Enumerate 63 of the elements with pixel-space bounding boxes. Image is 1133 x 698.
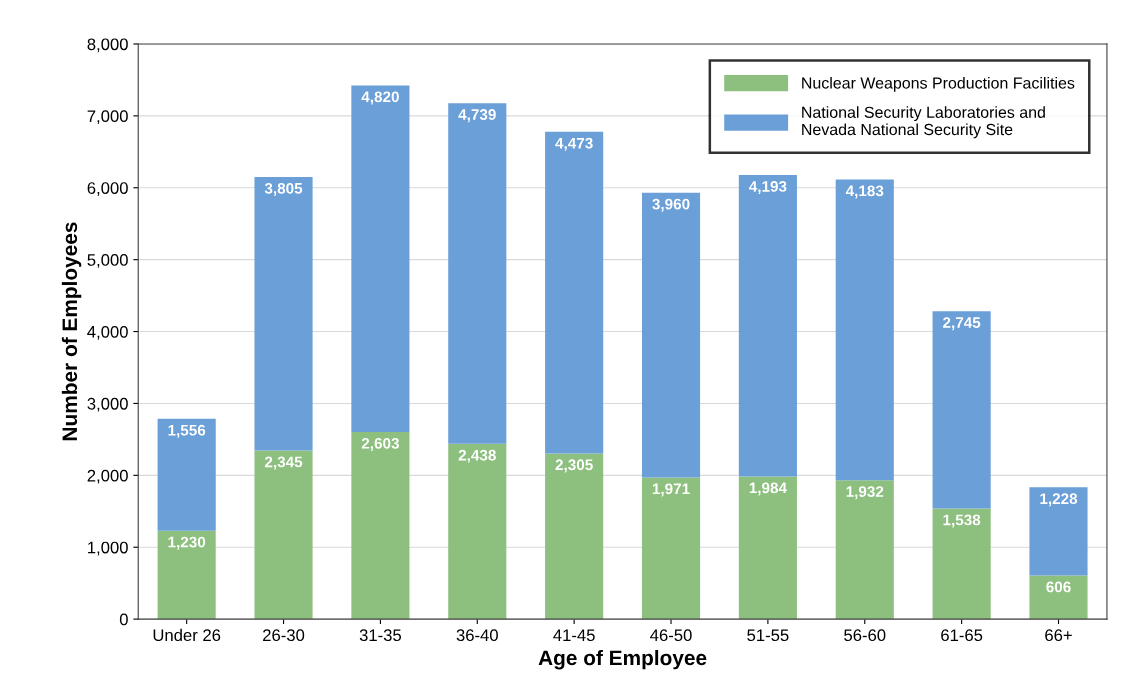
data-label: 4,739 bbox=[458, 109, 496, 123]
data-label: 2,745 bbox=[943, 317, 981, 331]
x-tick-label: 61-65 bbox=[941, 629, 983, 642]
bar bbox=[835, 480, 894, 620]
bar bbox=[738, 476, 797, 620]
y-tick-label: 0 bbox=[119, 613, 128, 626]
y-tick-label: 2,000 bbox=[87, 469, 128, 484]
x-tick-label: 56-60 bbox=[844, 629, 886, 642]
bar bbox=[738, 175, 797, 477]
data-label: 606 bbox=[1046, 581, 1071, 593]
x-tick-label: 26-30 bbox=[263, 629, 305, 642]
x-tick-label: 31-35 bbox=[359, 629, 402, 642]
bar bbox=[254, 450, 313, 620]
bar bbox=[1029, 575, 1088, 620]
bar bbox=[545, 131, 604, 454]
y-tick-label: 3,000 bbox=[87, 397, 128, 412]
bar bbox=[157, 530, 216, 620]
y-tick-label: 6,000 bbox=[87, 182, 128, 196]
x-tick-label: 51-55 bbox=[747, 629, 789, 642]
x-tick-label: 66+ bbox=[1045, 629, 1072, 642]
data-label: 1,230 bbox=[168, 536, 206, 550]
data-label: 4,820 bbox=[361, 91, 399, 105]
data-label: 4,473 bbox=[555, 137, 593, 151]
bar bbox=[351, 431, 410, 620]
y-tick-label: 1,000 bbox=[88, 541, 128, 556]
data-label: 3,805 bbox=[264, 182, 303, 196]
y-tick-label: 7,000 bbox=[87, 110, 128, 125]
data-label: 1,932 bbox=[846, 486, 884, 500]
data-label: 2,603 bbox=[361, 437, 399, 451]
y-tick-label: 8,000 bbox=[87, 38, 128, 53]
bar bbox=[1029, 487, 1088, 576]
bar bbox=[932, 508, 991, 620]
bar bbox=[835, 179, 894, 481]
x-axis-title: Age of Employee bbox=[538, 649, 707, 670]
legend-label: National Security Laboratories and Nevada National Security Site bbox=[802, 106, 1045, 139]
y-tick-label: 4,000 bbox=[87, 325, 128, 340]
data-label: 3,960 bbox=[652, 198, 690, 212]
data-label: 1,556 bbox=[168, 424, 206, 438]
data-label: 4,193 bbox=[749, 181, 787, 195]
y-tick-label: 5,000 bbox=[87, 254, 128, 268]
data-label: 1,984 bbox=[749, 482, 787, 496]
bar bbox=[545, 453, 604, 620]
data-label: 2,345 bbox=[264, 456, 303, 470]
bar bbox=[932, 311, 991, 509]
data-label: 1,538 bbox=[943, 514, 981, 528]
bar bbox=[448, 103, 507, 444]
bar bbox=[641, 477, 701, 620]
x-tick-label: 36-40 bbox=[456, 629, 498, 642]
y-axis-title: Number of Employees bbox=[61, 222, 82, 441]
x-tick-label: Under 26 bbox=[153, 628, 221, 642]
bar bbox=[157, 418, 216, 531]
data-label: 1,228 bbox=[1040, 493, 1078, 507]
data-label: 2,305 bbox=[555, 459, 593, 473]
data-label: 1,971 bbox=[652, 483, 690, 497]
bar bbox=[641, 192, 701, 478]
x-tick-label: 46-50 bbox=[650, 629, 692, 642]
x-tick-label: 41-45 bbox=[553, 629, 595, 642]
legend-label: Nuclear Weapons Production Facilities bbox=[802, 76, 1075, 92]
data-label: 4,183 bbox=[845, 185, 884, 199]
data-label: 2,438 bbox=[458, 449, 496, 463]
bar bbox=[448, 443, 507, 620]
bar bbox=[351, 85, 410, 432]
bar bbox=[254, 176, 313, 451]
